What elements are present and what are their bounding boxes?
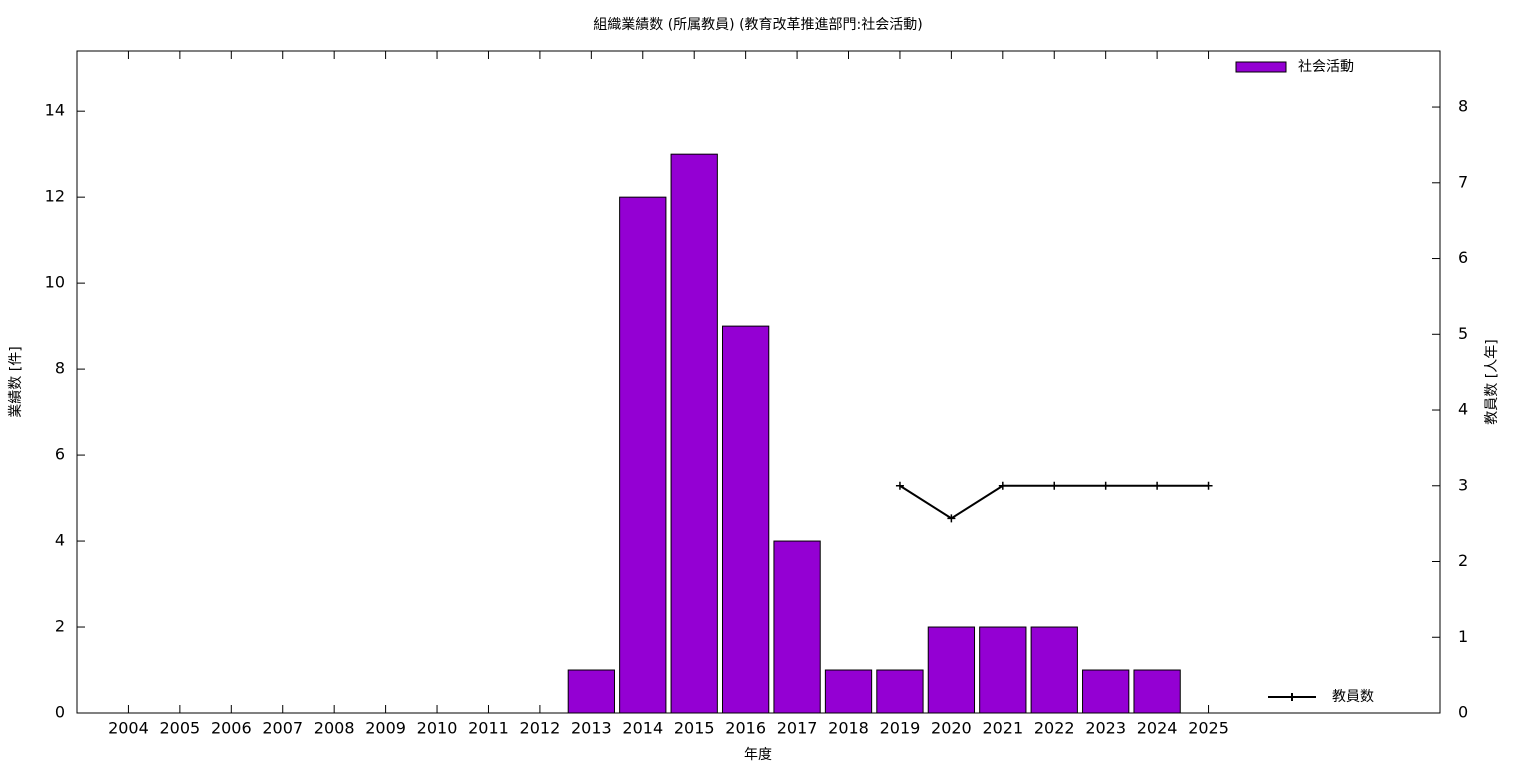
bar xyxy=(619,196,667,714)
y-tick-label: 12 xyxy=(45,187,65,206)
point-marker xyxy=(1153,481,1162,490)
x-tick-label: 2008 xyxy=(314,719,355,738)
y-axis-label: 業績数 [件] xyxy=(8,346,24,417)
bar xyxy=(670,153,718,714)
y2-tick-label: 2 xyxy=(1458,551,1468,570)
point-marker xyxy=(895,481,904,490)
x-tick-label: 2012 xyxy=(520,719,561,738)
x-tick-label: 2006 xyxy=(211,719,252,738)
y2-axis-label: 教員数 [人年] xyxy=(1484,339,1500,424)
x-tick-label: 2017 xyxy=(777,719,818,738)
y2-tick-label: 8 xyxy=(1458,97,1468,116)
bar xyxy=(567,669,615,714)
x-tick-label: 2019 xyxy=(880,719,921,738)
y-tick-label: 8 xyxy=(55,359,65,378)
x-tick-label: 2004 xyxy=(108,719,149,738)
y2-tick-label: 5 xyxy=(1458,324,1468,343)
x-tick-label: 2024 xyxy=(1137,719,1178,738)
x-tick-label: 2018 xyxy=(828,719,869,738)
y2-tick-label: 7 xyxy=(1458,172,1468,191)
point-marker xyxy=(1050,481,1059,490)
y2-tick-label: 6 xyxy=(1458,248,1468,267)
y-tick-label: 6 xyxy=(55,445,65,464)
x-tick-label: 2005 xyxy=(160,719,201,738)
bar xyxy=(773,540,821,714)
chart-title: 組織業績数 (所属教員) (教育改革推進部門:社会活動) xyxy=(593,17,922,33)
plot-frame xyxy=(76,50,1441,714)
y2-tick-label: 4 xyxy=(1458,400,1468,419)
x-tick-label: 2020 xyxy=(931,719,972,738)
x-tick-label: 2022 xyxy=(1034,719,1075,738)
y2-tick-label: 3 xyxy=(1458,475,1468,494)
x-tick-label: 2014 xyxy=(622,719,663,738)
y2-tick-label: 0 xyxy=(1458,703,1468,722)
legend-symbol xyxy=(1268,693,1316,701)
y-tick-label: 2 xyxy=(55,617,65,636)
y2-tick-label: 1 xyxy=(1458,627,1468,646)
bar xyxy=(721,325,770,714)
point-marker xyxy=(998,481,1007,490)
x-tick-label: 2021 xyxy=(982,719,1023,738)
bar xyxy=(1082,669,1130,714)
x-axis-label: 年度 xyxy=(744,747,772,763)
legend-label: 教員数 xyxy=(1332,689,1374,705)
x-tick-label: 2009 xyxy=(365,719,406,738)
bar xyxy=(927,626,976,714)
bar xyxy=(1030,626,1078,714)
x-tick-label: 2025 xyxy=(1188,719,1229,738)
bar xyxy=(979,626,1027,714)
point-marker xyxy=(1204,481,1213,490)
bar xyxy=(876,669,924,714)
y-tick-label: 4 xyxy=(55,531,65,550)
y-tick-label: 0 xyxy=(55,703,65,722)
x-tick-label: 2010 xyxy=(417,719,458,738)
y-tick-label: 14 xyxy=(45,101,65,120)
x-tick-label: 2016 xyxy=(725,719,766,738)
bar xyxy=(1133,669,1181,714)
point-marker xyxy=(1101,481,1110,490)
point-marker xyxy=(947,514,956,523)
legend-label: 社会活動 xyxy=(1298,59,1354,75)
x-tick-label: 2015 xyxy=(674,719,715,738)
bar xyxy=(824,669,873,714)
legend-symbol xyxy=(1235,61,1287,73)
x-tick-label: 2013 xyxy=(571,719,612,738)
x-tick-label: 2011 xyxy=(468,719,509,738)
x-tick-label: 2023 xyxy=(1085,719,1126,738)
x-tick-label: 2007 xyxy=(262,719,303,738)
y-tick-label: 10 xyxy=(45,273,65,292)
